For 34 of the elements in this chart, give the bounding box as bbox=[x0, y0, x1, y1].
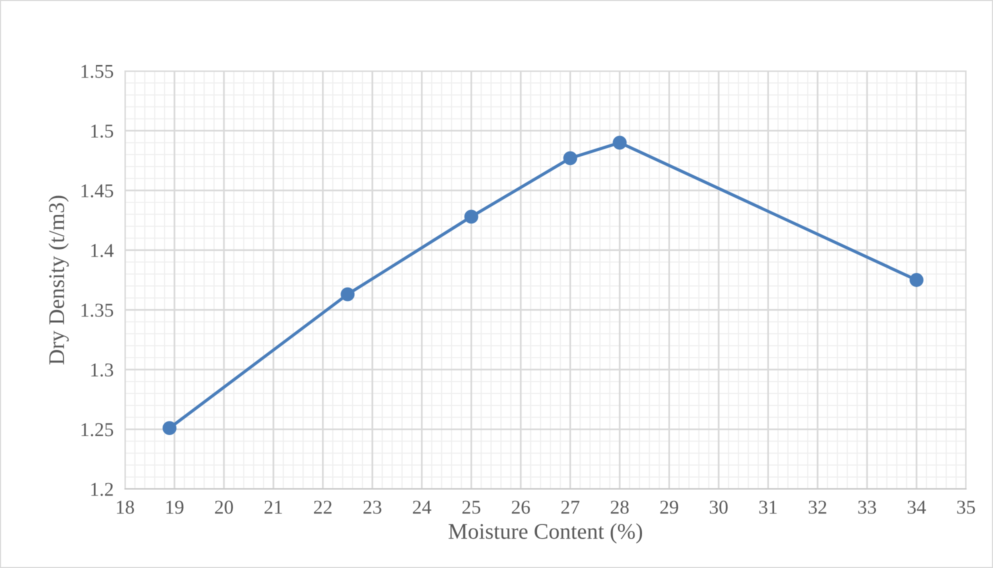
x-tick-label: 28 bbox=[610, 500, 629, 514]
x-tick-label: 29 bbox=[660, 500, 678, 514]
x-tick-label: 30 bbox=[710, 500, 728, 514]
x-tick-label: 25 bbox=[462, 500, 480, 514]
x-tick-label: 26 bbox=[512, 500, 530, 514]
x-tick-label: 21 bbox=[264, 500, 282, 514]
point bbox=[162, 421, 176, 436]
x-tick-label: 35 bbox=[957, 500, 975, 514]
x-tick-label: 20 bbox=[215, 500, 233, 514]
y-tick-label: 1.2 bbox=[91, 482, 113, 496]
y-tick-label: 1.4 bbox=[91, 244, 114, 258]
y-tick-label: 1.5 bbox=[91, 124, 114, 138]
y-tick-label: 1.35 bbox=[82, 304, 114, 317]
x-tick-label: 22 bbox=[314, 500, 332, 514]
x-axis-title: Moisture Content (%) bbox=[448, 523, 642, 544]
x-tick-label: 23 bbox=[363, 500, 382, 514]
x-tick-label: 32 bbox=[808, 500, 826, 514]
x-tick-label: 31 bbox=[759, 500, 777, 514]
x-tick-label: 27 bbox=[561, 500, 580, 514]
x-tick-label: 33 bbox=[858, 500, 876, 514]
y-tick-label: 1.3 bbox=[91, 363, 114, 377]
x-tick-label: 18 bbox=[116, 500, 134, 514]
y-tick-label: 1.55 bbox=[82, 64, 114, 78]
x-tick-label: 34 bbox=[908, 500, 926, 514]
point bbox=[464, 210, 478, 224]
point bbox=[340, 287, 355, 302]
y-axis-title: Dry Density (t/m3) bbox=[48, 196, 69, 365]
point bbox=[612, 136, 627, 150]
y-tick-label: 1.25 bbox=[82, 423, 114, 436]
point bbox=[563, 151, 578, 166]
point bbox=[910, 273, 924, 287]
x-tick-label: 24 bbox=[412, 500, 432, 514]
y-tick-label: 1.45 bbox=[82, 184, 114, 198]
x-tick-label: 19 bbox=[166, 500, 184, 514]
